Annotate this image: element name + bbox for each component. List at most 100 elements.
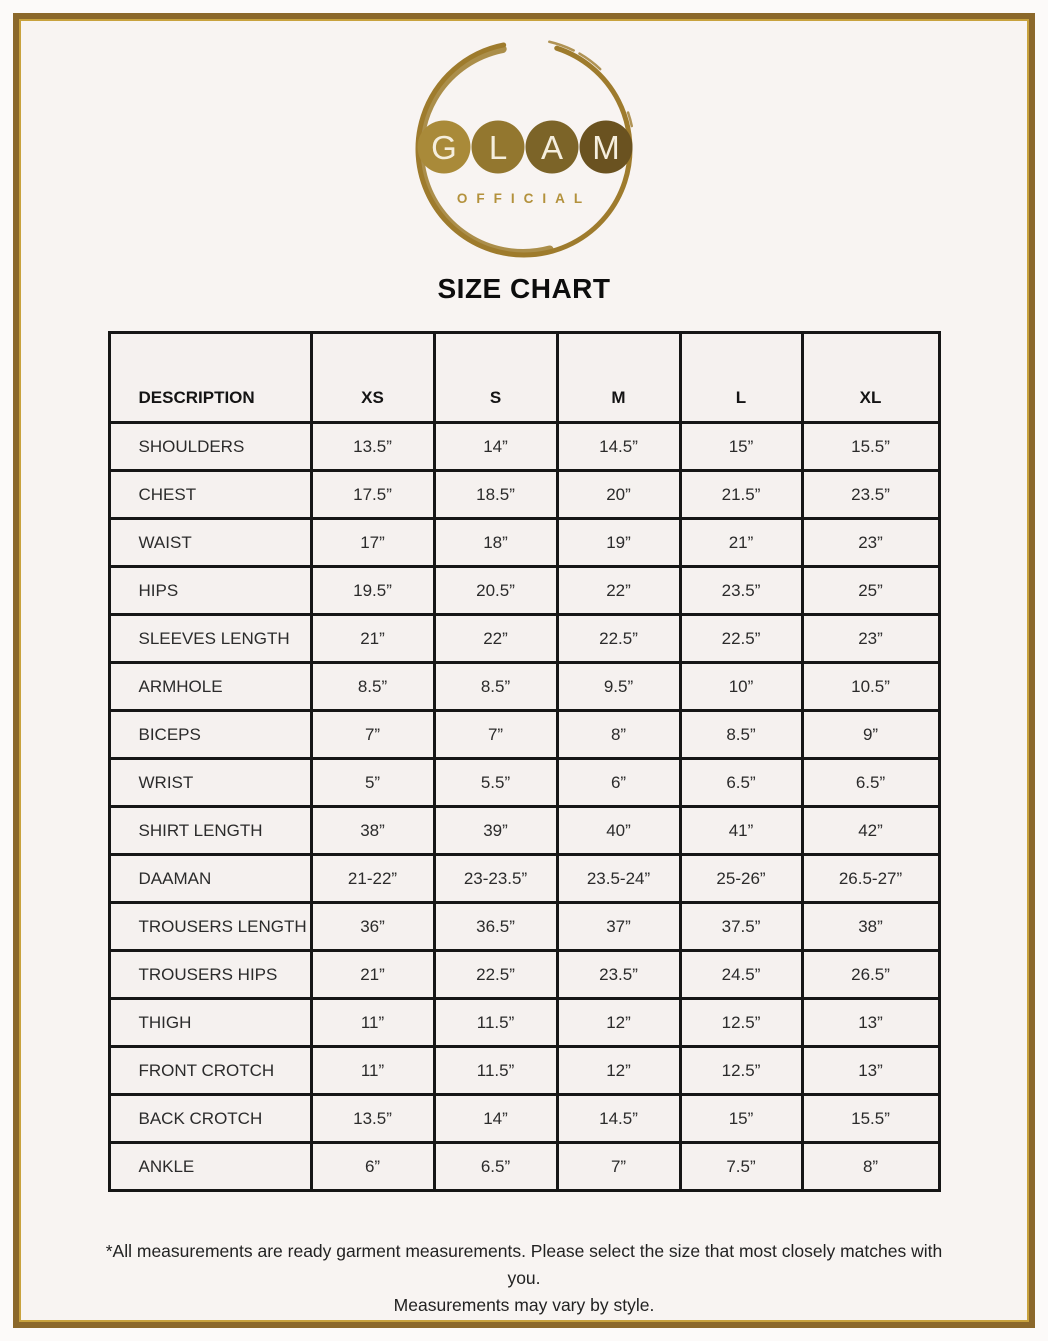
measurement-cell: 23.5” <box>555 949 682 1000</box>
measurement-cell: 22.5” <box>432 949 559 1000</box>
table-row: DAAMAN 21-22” 23-23.5” 23.5-24” 25-26” 26.5-2… <box>107 853 941 904</box>
footer-note: *All measurements are ready garment meas… <box>21 1238 1027 1319</box>
measurement-label: SLEEVES LENGTH <box>107 613 313 664</box>
measurement-cell: 20” <box>555 469 682 520</box>
measurement-cell: 17” <box>309 517 436 568</box>
logo-letter-circle <box>579 120 633 174</box>
brand-logo: G L A M OFFICIAL <box>21 31 1027 269</box>
table-row: SHOULDERS 13.5” 14” 14.5” 15” 15.5” <box>107 421 941 472</box>
size-column-header: M <box>555 331 682 424</box>
measurement-cell: 22” <box>555 565 682 616</box>
logo-letter-circle <box>471 120 525 174</box>
measurement-cell: 11.5” <box>432 997 559 1048</box>
logo-subtitle: OFFICIAL <box>457 191 591 206</box>
measurement-cell: 21” <box>309 949 436 1000</box>
measurement-cell: 7” <box>555 1141 682 1192</box>
measurement-cell: 25” <box>800 565 941 616</box>
description-column-header: DESCRIPTION <box>107 331 313 424</box>
gold-frame: G L A M OFFICIAL SIZE CHART DESCRIPTION X… <box>13 13 1035 1328</box>
measurement-label: BICEPS <box>107 709 313 760</box>
measurement-label: HIPS <box>107 565 313 616</box>
measurement-cell: 15” <box>678 421 804 472</box>
measurement-cell: 7” <box>309 709 436 760</box>
measurement-cell: 8” <box>555 709 682 760</box>
measurement-cell: 23” <box>800 517 941 568</box>
table-row: SHIRT LENGTH 38” 39” 40” 41” 42” <box>107 805 941 856</box>
measurement-cell: 42” <box>800 805 941 856</box>
measurement-cell: 12.5” <box>678 997 804 1048</box>
table-row: WAIST 17” 18” 19” 21” 23” <box>107 517 941 568</box>
measurement-cell: 17.5” <box>309 469 436 520</box>
measurement-label: TROUSERS HIPS <box>107 949 313 1000</box>
size-table-body: SHOULDERS 13.5” 14” 14.5” 15” 15.5” CHEST 17.5”… <box>107 421 941 1192</box>
measurement-cell: 23.5” <box>678 565 804 616</box>
table-row: FRONT CROTCH 11” 11.5” 12” 12.5” 13” <box>107 1045 941 1096</box>
measurement-cell: 25-26” <box>678 853 804 904</box>
measurement-cell: 12” <box>555 997 682 1048</box>
measurement-cell: 13.5” <box>309 1093 436 1144</box>
table-row: CHEST 17.5” 18.5” 20” 21.5” 23.5” <box>107 469 941 520</box>
measurement-cell: 23.5” <box>800 469 941 520</box>
logo-letter: A <box>541 129 563 166</box>
measurement-cell: 40” <box>555 805 682 856</box>
measurement-cell: 21.5” <box>678 469 804 520</box>
size-table-header-row: DESCRIPTION XS S M L XL <box>107 331 941 424</box>
table-row: BACK CROTCH 13.5” 14” 14.5” 15” 15.5” <box>107 1093 941 1144</box>
measurement-cell: 15” <box>678 1093 804 1144</box>
table-row: TROUSERS LENGTH 36” 36.5” 37” 37.5” 38” <box>107 901 941 952</box>
measurement-cell: 22.5” <box>555 613 682 664</box>
table-row: THIGH 11” 11.5” 12” 12.5” 13” <box>107 997 941 1048</box>
measurement-cell: 15.5” <box>800 1093 941 1144</box>
measurement-cell: 23” <box>800 613 941 664</box>
page-title: SIZE CHART <box>437 273 611 304</box>
measurement-cell: 12.5” <box>678 1045 804 1096</box>
measurement-cell: 21” <box>678 517 804 568</box>
measurement-cell: 12” <box>555 1045 682 1096</box>
measurement-label: CHEST <box>107 469 313 520</box>
measurement-cell: 37.5” <box>678 901 804 952</box>
logo-letter-circle <box>525 120 579 174</box>
measurement-cell: 41” <box>678 805 804 856</box>
size-column-header: S <box>432 331 559 424</box>
logo-letter: L <box>489 129 507 166</box>
size-column-header: L <box>678 331 804 424</box>
measurement-cell: 7” <box>432 709 559 760</box>
measurement-label: SHOULDERS <box>107 421 313 472</box>
measurement-cell: 21-22” <box>309 853 436 904</box>
page-content: G L A M OFFICIAL SIZE CHART DESCRIPTION X… <box>21 31 1027 1330</box>
footer-note-line1: *All measurements are ready garment meas… <box>105 1241 943 1289</box>
measurement-label: WRIST <box>107 757 313 808</box>
size-column-header: XS <box>309 331 436 424</box>
measurement-cell: 8.5” <box>432 661 559 712</box>
measurement-cell: 23.5-24” <box>555 853 682 904</box>
table-row: HIPS 19.5” 20.5” 22” 23.5” 25” <box>107 565 941 616</box>
measurement-cell: 38” <box>309 805 436 856</box>
measurement-cell: 11” <box>309 1045 436 1096</box>
measurement-cell: 36.5” <box>432 901 559 952</box>
size-column-header: XL <box>800 331 941 424</box>
logo-ring <box>414 37 636 259</box>
logo-letter: G <box>431 129 457 166</box>
table-row: BICEPS 7” 7” 8” 8.5” 9” <box>107 709 941 760</box>
measurement-cell: 6” <box>309 1141 436 1192</box>
measurement-cell: 11” <box>309 997 436 1048</box>
measurement-cell: 15.5” <box>800 421 941 472</box>
measurement-label: FRONT CROTCH <box>107 1045 313 1096</box>
measurement-cell: 22.5” <box>678 613 804 664</box>
table-row: ARMHOLE 8.5” 8.5” 9.5” 10” 10.5” <box>107 661 941 712</box>
gold-frame-inner-line: G L A M OFFICIAL SIZE CHART DESCRIPTION X… <box>19 19 1029 1322</box>
logo-letter: M <box>592 129 620 166</box>
measurement-cell: 8” <box>800 1141 941 1192</box>
measurement-cell: 6.5” <box>432 1141 559 1192</box>
measurement-label: ANKLE <box>107 1141 313 1192</box>
measurement-cell: 18.5” <box>432 469 559 520</box>
measurement-cell: 23-23.5” <box>432 853 559 904</box>
table-row: SLEEVES LENGTH 21” 22” 22.5” 22.5” 23” <box>107 613 941 664</box>
table-row: ANKLE 6” 6.5” 7” 7.5” 8” <box>107 1141 941 1192</box>
measurement-cell: 19” <box>555 517 682 568</box>
measurement-cell: 19.5” <box>309 565 436 616</box>
table-row: TROUSERS HIPS 21” 22.5” 23.5” 24.5” 26.5” <box>107 949 941 1000</box>
footer-note-line2: Measurements may vary by style. <box>393 1295 655 1316</box>
measurement-cell: 13” <box>800 1045 941 1096</box>
measurement-cell: 6.5” <box>800 757 941 808</box>
